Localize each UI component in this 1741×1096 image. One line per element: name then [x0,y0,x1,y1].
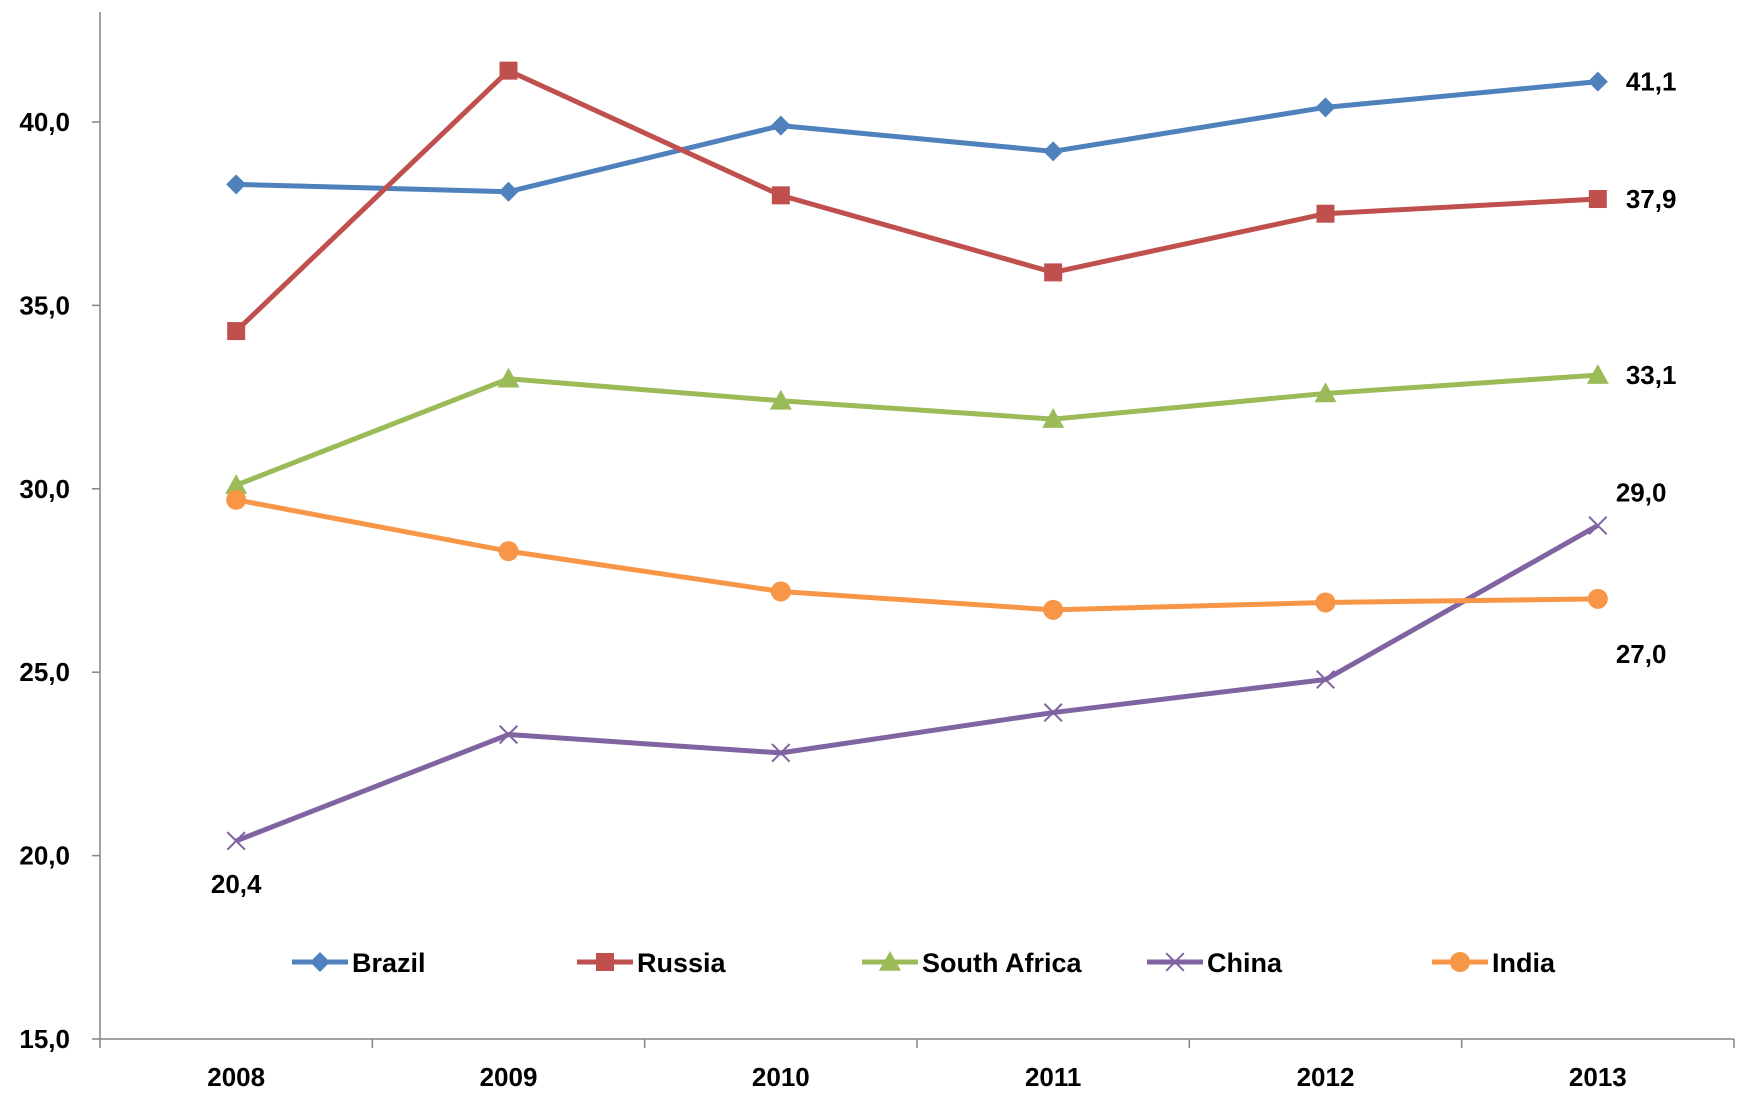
data-label-south-africa: 33,1 [1626,360,1677,390]
legend-marker [310,952,330,972]
y-tick-label: 35,0 [19,290,70,320]
data-point-south-africa [1314,382,1337,403]
series-brazil [226,71,1608,202]
data-label-china: 20,4 [211,869,262,899]
legend-label: South Africa [922,948,1082,978]
x-tick-label: 2009 [480,1062,538,1092]
data-labels: 41,1 37,9 33,1 29,0 27,0 20,4 [211,67,1677,899]
legend-marker [1165,952,1185,972]
legend-marker [596,953,614,971]
data-point-russia [499,61,518,80]
legend-item-russia: Russia [577,948,727,978]
series-russia [227,61,1607,341]
series-line-china [235,523,1600,844]
y-tick-label: 25,0 [19,657,70,687]
data-point-brazil [770,115,791,136]
legend-label: Brazil [352,948,426,978]
x-tick-label: 2012 [1297,1062,1355,1092]
y-tick-label: 15,0 [19,1024,70,1054]
series-line-russia [234,68,1598,333]
data-point-china [498,725,519,745]
legend-label: India [1492,948,1556,978]
data-point-india [1043,599,1064,620]
data-point-russia [1044,263,1063,282]
data-label-india: 27,0 [1616,639,1667,669]
data-point-russia [771,186,790,205]
series-china [226,515,1608,851]
data-point-south-africa [1042,408,1065,428]
data-point-russia [1588,190,1607,209]
data-point-india [498,541,519,562]
data-label-china: 29,0 [1616,477,1667,507]
data-label-russia: 37,9 [1626,184,1677,214]
axes: 15,0 20,0 25,0 30,0 35,0 40,0 2008 2009 2010 2011… [19,12,1735,1092]
legend-item-brazil: Brazil [292,948,426,978]
legend-item-south-africa: South Africa [862,948,1082,978]
data-point-china [1043,703,1063,723]
data-point-south-africa [1586,364,1609,384]
x-tick-label: 2011 [1025,1062,1081,1092]
data-point-india [770,581,791,602]
data-point-china [771,743,791,763]
data-point-india [226,489,247,510]
series-line-brazil [236,79,1599,195]
data-point-brazil [1315,97,1336,118]
legend-marker [1450,952,1470,972]
legend-marker [879,951,901,971]
data-point-south-africa [769,389,792,410]
y-tick-label: 40,0 [19,107,70,137]
series-line-india [235,497,1598,613]
legend: Brazil Russia South Africa China India [292,948,1556,978]
legend-item-china: China [1147,948,1283,978]
legend-item-india: India [1432,948,1556,978]
series-india [226,489,1608,620]
legend-label: Russia [637,948,727,978]
data-point-brazil [1587,71,1608,92]
data-point-russia [227,322,246,341]
data-point-india [1587,588,1608,609]
data-point-brazil [498,181,519,202]
data-point-india [1315,592,1336,613]
legend-label: China [1207,948,1283,978]
data-point-south-africa [497,367,520,388]
y-tick-label: 30,0 [19,474,70,504]
data-point-china [1588,515,1608,535]
data-point-china [1315,670,1336,690]
x-tick-label: 2008 [207,1062,265,1092]
data-point-south-africa [225,474,248,494]
y-tick-label: 20,0 [19,841,70,871]
data-point-china [226,831,246,851]
series-line-south-africa [235,372,1599,488]
data-label-brazil: 41,1 [1626,67,1677,97]
x-tick-label: 2013 [1569,1062,1627,1092]
series-lines [225,61,1609,851]
data-point-brazil [226,174,247,195]
series-south-africa [225,364,1609,494]
data-point-brazil [1043,141,1064,162]
data-point-russia [1316,204,1335,223]
x-tick-label: 2010 [752,1062,810,1092]
